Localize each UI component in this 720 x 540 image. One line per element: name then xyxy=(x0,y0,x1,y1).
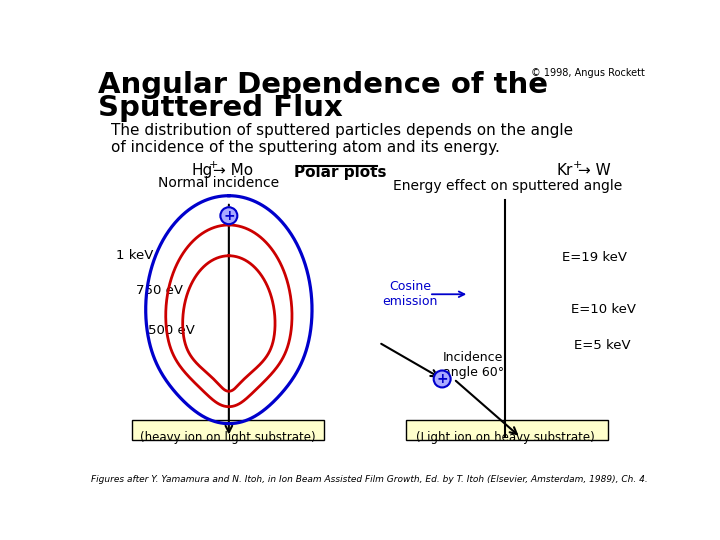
Text: +: + xyxy=(573,159,582,170)
Text: Hg: Hg xyxy=(192,164,213,178)
FancyBboxPatch shape xyxy=(406,420,608,440)
Text: E=19 keV: E=19 keV xyxy=(562,251,627,264)
Text: (Light ion on heavy substrate): (Light ion on heavy substrate) xyxy=(416,430,595,443)
Text: Energy effect on sputtered angle: Energy effect on sputtered angle xyxy=(393,179,622,193)
Text: E=5 keV: E=5 keV xyxy=(574,339,631,353)
Text: © 1998, Angus Rockett: © 1998, Angus Rockett xyxy=(531,68,644,78)
Text: +: + xyxy=(223,209,235,222)
FancyBboxPatch shape xyxy=(132,420,324,440)
Text: 750 eV: 750 eV xyxy=(135,284,183,297)
Text: 500 eV: 500 eV xyxy=(148,324,195,337)
Text: Polar plots: Polar plots xyxy=(294,165,387,180)
Text: Angular Dependence of the: Angular Dependence of the xyxy=(98,71,548,99)
Text: Incidence
angle 60°: Incidence angle 60° xyxy=(443,351,504,379)
Text: → W: → W xyxy=(577,164,611,178)
Circle shape xyxy=(433,370,451,387)
Text: The distribution of sputtered particles depends on the angle
of incidence of the: The distribution of sputtered particles … xyxy=(111,123,573,155)
Text: (heavy ion on light substrate): (heavy ion on light substrate) xyxy=(140,430,316,443)
Text: Cosine
emission: Cosine emission xyxy=(382,280,438,308)
Circle shape xyxy=(220,207,238,224)
Text: +: + xyxy=(436,372,448,386)
Text: +: + xyxy=(209,159,218,170)
Text: Sputtered Flux: Sputtered Flux xyxy=(98,94,343,122)
Text: 1 keV: 1 keV xyxy=(117,249,154,262)
Text: Figures after Y. Yamamura and N. Itoh, in Ion Beam Assisted Film Growth, Ed. by : Figures after Y. Yamamura and N. Itoh, i… xyxy=(91,475,647,484)
Text: Kr: Kr xyxy=(556,164,572,178)
Text: E=10 keV: E=10 keV xyxy=(571,303,636,316)
Text: → Mo: → Mo xyxy=(213,164,253,178)
Text: Normal incidence: Normal incidence xyxy=(158,176,279,190)
